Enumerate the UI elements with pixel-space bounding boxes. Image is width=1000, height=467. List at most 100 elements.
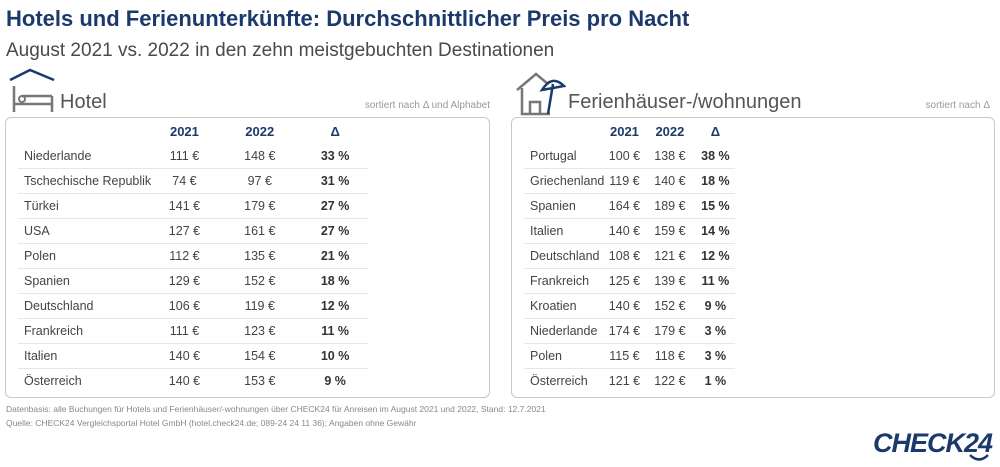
price-2022-cell: 139 € [644, 268, 696, 294]
ferienhaus-table: 2021 2022 Δ Portugal 100 € 138 € 38 % Griechenl… [524, 121, 736, 393]
delta-cell: 18 % [695, 168, 736, 194]
hotel-sort-note: sortiert nach Δ und Alphabet [364, 100, 490, 111]
price-2021-cell: 174 € [604, 318, 645, 344]
delta-cell: 11 % [301, 318, 369, 344]
page-subtitle: August 2021 vs. 2022 in den zehn meistge… [6, 40, 555, 61]
table-row: Spanien 129 €152 €18 % [18, 268, 369, 294]
price-2021-cell: 115 € [604, 343, 645, 369]
table-row: Österreich 121 €122 €1 % [524, 368, 736, 393]
delta-cell: 12 % [695, 243, 736, 269]
country-cell: Österreich [524, 368, 605, 393]
price-2022-cell: 153 € [217, 368, 302, 393]
column-header [524, 121, 604, 143]
price-2021-cell: 125 € [604, 268, 645, 294]
delta-cell: 27 % [301, 218, 369, 244]
table-row: Frankreich 125 €139 €11 % [524, 268, 736, 294]
table-row: Italien 140 €154 €10 % [18, 343, 369, 369]
logo-text: CHECK24 [872, 428, 993, 458]
delta-cell: 1 % [695, 368, 736, 393]
column-header: 2021 [169, 124, 199, 139]
price-2021-cell: 121 € [604, 368, 645, 393]
price-2022-cell: 154 € [217, 343, 302, 369]
country-cell: Griechenland [524, 168, 605, 194]
table-row: Polen 112 €135 €21 % [18, 243, 369, 269]
ferienhaus-table-box: 2021 2022 Δ Portugal 100 € 138 € 38 % Griechenl… [511, 117, 995, 398]
price-2021-cell: 129 € [151, 268, 218, 294]
delta-cell: 9 % [695, 293, 736, 319]
table-row: Österreich 140 €153 €9 % [18, 368, 369, 393]
table-row: Türkei 141 €179 €27 % [18, 193, 369, 219]
country-cell: Italien [18, 343, 152, 369]
delta-cell: 38 % [701, 148, 730, 163]
delta-cell: 10 % [301, 343, 369, 369]
country-cell: Spanien [524, 193, 605, 219]
table-row: Niederlande 111 € 148 € 33 % [18, 143, 368, 169]
country-cell: Frankreich [18, 318, 152, 344]
delta-cell: 12 % [301, 293, 369, 319]
column-header [18, 121, 151, 143]
price-2022-cell: 148 € [244, 148, 276, 163]
table-row: Kroatien 140 €152 €9 % [524, 293, 736, 319]
country-cell: Österreich [18, 368, 152, 393]
table-row: USA 127 €161 €27 % [18, 218, 369, 244]
delta-cell: 15 % [695, 193, 736, 219]
country-cell: Polen [524, 343, 605, 369]
country-cell: Niederlande [524, 318, 605, 344]
price-2022-cell: 118 € [644, 343, 696, 369]
price-2021-cell: 106 € [151, 293, 218, 319]
table-row: Polen 115 €118 €3 % [524, 343, 736, 369]
column-header: Δ [710, 124, 721, 139]
logo-smile-icon [969, 454, 989, 461]
delta-cell: 9 % [301, 368, 369, 393]
column-header: 2022 [655, 124, 685, 139]
delta-cell: 3 % [695, 318, 736, 344]
country-cell: Tschechische Republik [18, 168, 152, 194]
price-2021-cell: 111 € [151, 318, 218, 344]
delta-cell: 14 % [695, 218, 736, 244]
ferienhaus-sort-note: sortiert nach Δ [925, 100, 990, 111]
price-2022-cell: 161 € [217, 218, 302, 244]
price-2021-cell: 108 € [604, 243, 645, 269]
table-row: Tschechische Republik 74 €97 €31 % [18, 168, 369, 194]
price-2022-cell: 123 € [217, 318, 302, 344]
price-2021-cell: 119 € [604, 168, 645, 194]
price-2021-cell: 111 € [169, 148, 200, 163]
table-row: Spanien 164 €189 €15 % [524, 193, 736, 219]
country-cell: Frankreich [524, 268, 605, 294]
table-row: Deutschland 108 €121 €12 % [524, 243, 736, 269]
country-cell: Polen [18, 243, 152, 269]
hotel-table: 2021 2022 Δ Niederlande 111 € 148 € 33 % Tschec… [18, 121, 369, 393]
price-2022-cell: 179 € [217, 193, 302, 219]
price-2021-cell: 140 € [604, 293, 645, 319]
country-cell: Portugal [530, 148, 577, 163]
delta-cell: 11 % [695, 268, 736, 294]
price-2021-cell: 127 € [151, 218, 218, 244]
hotel-table-box: 2021 2022 Δ Niederlande 111 € 148 € 33 % Tschec… [5, 117, 490, 398]
house-umbrella-icon [516, 72, 566, 116]
footnote-quelle: Quelle: CHECK24 Vergleichsportal Hotel G… [6, 418, 417, 428]
check24-logo: CHECK24 [872, 428, 993, 461]
page-title: Hotels und Ferienunterkünfte: Durchschni… [6, 6, 690, 31]
price-2022-cell: 122 € [644, 368, 696, 393]
table-row: Griechenland 119 €140 €18 % [524, 168, 736, 194]
table-row: Frankreich 111 €123 €11 % [18, 318, 369, 344]
column-header: 2021 [609, 124, 639, 139]
price-2022-cell: 189 € [644, 193, 696, 219]
ferienhaus-panel-title: Ferienhäuser-/wohnungen [568, 91, 802, 113]
price-2021-cell: 141 € [151, 193, 218, 219]
price-2021-cell: 164 € [604, 193, 645, 219]
hotel-panel-title: Hotel [60, 91, 107, 113]
price-2021-cell: 74 € [151, 168, 218, 194]
price-2021-cell: 140 € [151, 368, 218, 393]
country-cell: USA [18, 218, 152, 244]
price-2022-cell: 140 € [644, 168, 696, 194]
price-2022-cell: 135 € [217, 243, 302, 269]
table-row: Niederlande 174 €179 €3 % [524, 318, 736, 344]
country-cell: Deutschland [524, 243, 605, 269]
price-2022-cell: 138 € [654, 148, 686, 163]
country-cell: Spanien [18, 268, 152, 294]
header-row: 2021 2022 Δ [18, 121, 368, 143]
column-header: Δ [330, 124, 340, 139]
delta-cell: 33 % [320, 148, 350, 163]
country-cell: Niederlande [24, 148, 92, 163]
